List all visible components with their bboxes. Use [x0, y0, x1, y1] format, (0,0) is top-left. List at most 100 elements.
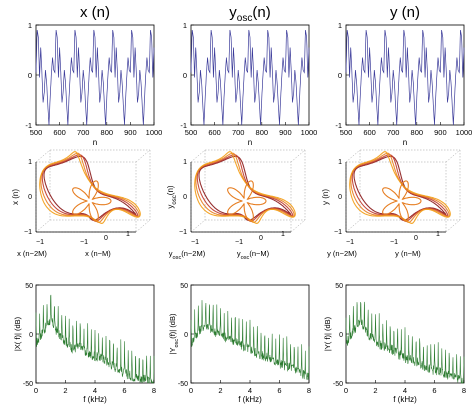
waveform-1-ytick-label: 0: [183, 71, 187, 80]
spectrum-0-ytick-label: 0: [29, 332, 33, 339]
phase-0-box-edge-0: [35, 149, 51, 163]
waveform-1-xtick-label: 700: [232, 128, 245, 137]
spectrum-1-ytick-label: -50: [178, 381, 188, 388]
phase-0-box-edge-3: [135, 219, 151, 233]
column-title-y: y (n): [340, 4, 470, 24]
spectrum-2-xtick-label: 4: [403, 386, 407, 395]
phase-0-trajectory-1: [41, 154, 139, 222]
column-title-yosc: yosc(n): [185, 4, 315, 24]
waveform-0-xtick-label: 500: [30, 128, 43, 137]
column-title-x: x (n): [30, 4, 160, 24]
phase-2-ztick-label: −1: [334, 229, 342, 236]
phase-1-ztick-label: 1: [183, 159, 187, 166]
spectrum-1-xlabel: f (kHz): [238, 395, 262, 404]
phase-2-trajectory-3: [349, 151, 451, 224]
spectrum-0-ytick-label: -50: [23, 381, 33, 388]
waveform-1-xtick-label: 1000: [301, 128, 318, 137]
phase-2-box-edge-0: [345, 149, 361, 163]
spectrum-2-xtick-label: 2: [373, 386, 377, 395]
waveform-1-ytick-label: -1: [180, 121, 187, 130]
waveform-2-xtick-label: 600: [363, 128, 376, 137]
waveform-2-xtick-label: 900: [434, 128, 447, 137]
waveform-0-xtick-label: 1000: [146, 128, 163, 137]
column-title-yosc-rest: (n): [252, 4, 271, 21]
phase-2-zlabel: y (n): [321, 189, 330, 205]
waveform-2-xlabel: n: [403, 138, 407, 147]
waveform-1-xtick-label: 500: [185, 128, 198, 137]
spectrum-2-xlabel: f (kHz): [393, 395, 417, 404]
phase-0-inner-loop: [72, 180, 112, 222]
phase-2-xtick-label: −1: [346, 239, 354, 246]
spectrum-0-xtick-label: 6: [122, 386, 126, 395]
spectrum-1-xtick-label: 2: [218, 386, 222, 395]
phase-2-box-edge-2: [345, 219, 361, 233]
waveform-2-ytick-label: 1: [338, 21, 342, 30]
spectrum-2-line: [345, 301, 465, 384]
waveform-1-line: [190, 29, 310, 126]
phase-0-ylabel: x (n−M): [85, 249, 111, 258]
phase-1-box-edge-0: [190, 149, 206, 163]
spectrum-0-line: [35, 294, 155, 384]
phase-2-ylabel: y (n−M): [395, 249, 421, 258]
spectrum-0-ylabel: |X( f)| (dB): [13, 316, 22, 351]
phase-0-zlabel: x (n): [11, 189, 20, 205]
phase-2-inner-loop: [382, 180, 422, 222]
phase-2-ytick-label: 0: [414, 235, 418, 242]
waveform-1-ytick-label: 1: [183, 21, 187, 30]
waveform-0-line: [35, 29, 155, 126]
phase-0-ytick-label: 0: [104, 235, 108, 242]
waveform-0-xtick-label: 700: [77, 128, 90, 137]
phase-2-box-edge-1: [445, 149, 461, 163]
phase-1-trajectory-1: [196, 154, 294, 222]
waveform-0-xlabel: n: [93, 138, 97, 147]
column-title-yosc-sub: osc: [236, 13, 253, 24]
phase-1-zlabel: yosc(n): [166, 185, 178, 208]
waveform-2-xtick-label: 800: [411, 128, 424, 137]
phase-2-ztick-label: 0: [338, 194, 342, 201]
waveform-0-xtick-label: 900: [124, 128, 137, 137]
phase-0-ztick-label: 1: [28, 159, 32, 166]
phase-2-ztick-label: 1: [338, 159, 342, 166]
phase-0-box-edge-1: [135, 149, 151, 163]
phase-1-xlabel: yosc(n−2M): [169, 249, 206, 261]
phase-1-box-edge-3: [290, 219, 306, 233]
phase-1-trajectory-3: [194, 151, 296, 224]
phase-1-ytick-label: 0: [259, 235, 263, 242]
phase-2-ytick-label: −1: [390, 239, 398, 246]
phase-1-ytick-label: 1: [281, 231, 285, 238]
phase-0-ytick-label: −1: [80, 239, 88, 246]
spectrum-2-ytick-label: 50: [335, 283, 343, 290]
phase-1-ytick-label: −1: [235, 239, 243, 246]
phase-0-ytick-label: 1: [126, 231, 130, 238]
spectrum-2-xtick-label: 0: [344, 386, 348, 395]
phase-2-ytick-label: 1: [436, 231, 440, 238]
phase-0-xtick-label: −1: [36, 239, 44, 246]
spectrum-1-line: [190, 300, 310, 381]
spectrum-0-xtick-label: 4: [93, 386, 97, 395]
phase-1-box-edge-1: [290, 149, 306, 163]
waveform-0-xtick-label: 600: [53, 128, 66, 137]
waveform-1-xtick-label: 600: [208, 128, 221, 137]
spectrum-2-xtick-label: 8: [462, 386, 466, 395]
spectrum-2-ylabel: |Y( f)| (dB): [323, 316, 332, 351]
waveform-1-xtick-label: 900: [279, 128, 292, 137]
waveform-0-ytick-label: 1: [28, 21, 32, 30]
spectrum-1-xtick-label: 8: [307, 386, 311, 395]
waveform-2-xtick-label: 700: [387, 128, 400, 137]
spectrum-1-ytick-label: 50: [180, 283, 188, 290]
phase-0-trajectory-3: [39, 151, 141, 224]
waveform-0-ytick-label: 0: [28, 71, 32, 80]
spectrum-1-ylabel: |Yosc(f)| (dB): [168, 313, 180, 354]
spectrum-1-xtick-label: 0: [189, 386, 193, 395]
phase-2-box-edge-3: [445, 219, 461, 233]
phase-1-box-edge-2: [190, 219, 206, 233]
phase-0-xlabel: x (n−2M): [17, 249, 47, 258]
waveform-2-xtick-label: 1000: [456, 128, 473, 137]
spectrum-2-xtick-label: 6: [432, 386, 436, 395]
phase-2-xlabel: y (n−2M): [327, 249, 357, 258]
spectrum-1-ytick-label: 0: [184, 332, 188, 339]
phase-1-inner-loop: [227, 180, 267, 222]
waveform-0-ytick-label: -1: [25, 121, 32, 130]
waveform-1-xlabel: n: [248, 138, 252, 147]
phase-2-trajectory-1: [351, 154, 449, 222]
